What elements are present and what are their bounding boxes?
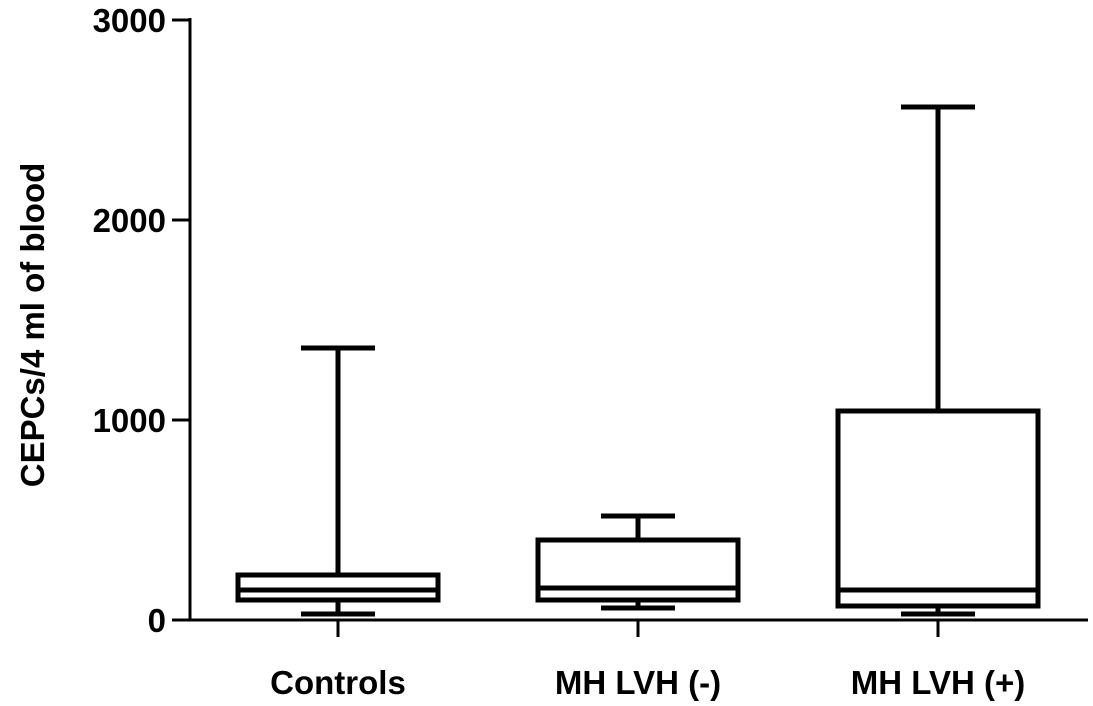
box-plot bbox=[538, 516, 738, 608]
box-plot bbox=[838, 107, 1038, 614]
box-plot bbox=[238, 348, 438, 614]
x-category-label: Controls bbox=[270, 664, 406, 701]
x-category-label: MH LVH (-) bbox=[555, 664, 721, 701]
iqr-box bbox=[538, 540, 738, 600]
y-axis-title: CEPCs/4 ml of blood bbox=[14, 163, 51, 488]
x-category-label: MH LVH (+) bbox=[851, 664, 1025, 701]
y-tick-label: 0 bbox=[148, 602, 166, 639]
box-plots bbox=[238, 107, 1038, 614]
y-tick-label: 3000 bbox=[93, 2, 166, 39]
y-tick-label: 1000 bbox=[93, 402, 166, 439]
y-tick-label: 2000 bbox=[93, 202, 166, 239]
iqr-box bbox=[838, 411, 1038, 606]
